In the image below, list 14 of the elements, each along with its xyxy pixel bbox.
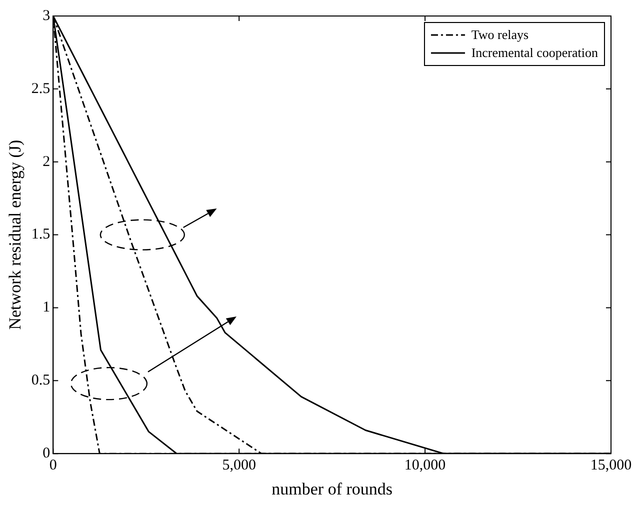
y-tick-label: 1.5 <box>31 226 50 243</box>
y-tick-label: 1 <box>42 300 50 316</box>
y-tick-label: 0.5 <box>31 372 50 389</box>
legend-label: Incremental cooperation <box>471 45 598 61</box>
y-tick-label: 3 <box>42 8 50 24</box>
legend-label: Two relays <box>471 27 529 43</box>
y-tick-label: 2 <box>42 154 50 170</box>
y-tick-label: 0 <box>42 446 50 462</box>
x-tick-label: 10,000 <box>404 458 446 474</box>
y-tick-label: 2.5 <box>31 80 50 97</box>
y-axis-title: Network residual energy (J) <box>6 140 25 330</box>
x-tick-label: 5,000 <box>222 458 256 474</box>
x-tick-label: 15,000 <box>590 458 632 474</box>
x-axis-title: number of rounds <box>272 479 393 498</box>
